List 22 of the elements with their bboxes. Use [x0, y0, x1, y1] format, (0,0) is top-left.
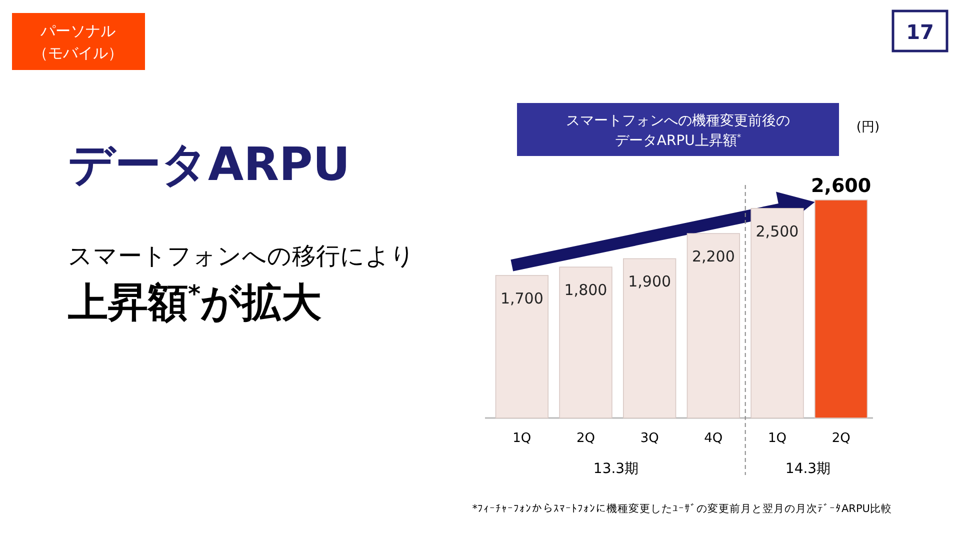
x-tick-label: 2Q	[832, 431, 850, 446]
x-tick-label: 1Q	[768, 431, 787, 446]
text: 上昇額$^{*}$が拡大	[68, 280, 322, 326]
x-tick-label: 1Q	[512, 431, 532, 446]
text: 17	[906, 20, 934, 44]
text: パーソナル（モバイル）	[33, 22, 123, 62]
chart-title: スマートフォンへの機種変更前後のデータARPU上昇額$^{*}$	[566, 113, 790, 149]
text: *ﾌｨｰﾁｬｰﾌｫﾝからｽﾏｰﾄﾌｫﾝに機種変更したﾕｰｻﾞの変更前月と翌月の月次ﾃﾞｰﾀARPU比較	[472, 502, 892, 515]
data-label: 2,500	[756, 222, 799, 240]
data-label: 2,600	[811, 175, 872, 197]
text: データARPU	[68, 137, 350, 191]
data-label: 2,200	[692, 248, 735, 266]
x-tick-label: 3Q	[640, 431, 659, 446]
data-label: 1,900	[628, 272, 672, 291]
y-axis-title: (円)	[856, 120, 880, 135]
x-tick-label: 4Q	[704, 431, 723, 446]
text: 13.3期	[593, 461, 639, 477]
text: 14.3期	[785, 461, 831, 477]
data-label: 1,700	[500, 289, 544, 308]
data-label: 1,800	[564, 281, 608, 300]
x-tick-label: 2Q	[576, 431, 596, 446]
text: スマートフォンへの移行により	[68, 242, 415, 270]
